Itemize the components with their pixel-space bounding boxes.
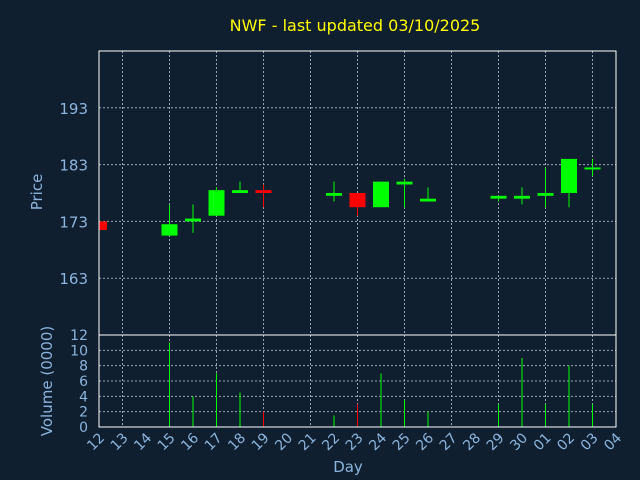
x-axis-label: Day <box>333 458 363 476</box>
volume-tick-label: 4 <box>79 389 88 405</box>
candle <box>373 181 389 208</box>
price-tick-label: 163 <box>59 270 88 288</box>
candles <box>98 158 601 236</box>
candle <box>232 181 248 193</box>
volume-plot-border <box>98 334 617 428</box>
price-tick-label: 183 <box>59 157 88 175</box>
price-y-ticks: 163 173 183 193 <box>59 100 88 288</box>
candle-body <box>373 181 389 208</box>
candle <box>584 158 601 176</box>
candle <box>326 181 342 202</box>
volume-tick-label: 0 <box>79 420 88 436</box>
candle-body <box>396 181 413 185</box>
candle <box>185 204 201 233</box>
candle-body <box>537 193 554 196</box>
volume-tick-label: 6 <box>79 374 88 390</box>
candle <box>98 221 107 230</box>
volume-tick-label: 8 <box>79 359 88 375</box>
volume-tick-label: 2 <box>79 405 88 421</box>
x-ticks: 12 13 14 15 16 17 18 19 20 21 22 23 24 25 26 27 28 29 30 01… <box>84 430 625 454</box>
volume-bars <box>169 342 593 427</box>
candle <box>537 167 554 208</box>
candle-body <box>326 193 342 196</box>
volume-axis-label: Volume (0000) <box>38 326 56 436</box>
candle <box>349 193 366 216</box>
price-axis-label: Price <box>28 174 46 211</box>
price-tick-label: 193 <box>59 100 88 118</box>
candle <box>420 187 436 202</box>
candle-body <box>232 190 248 193</box>
candle <box>208 187 225 216</box>
candle-body <box>185 218 201 222</box>
candle-body <box>584 167 601 170</box>
candle <box>161 204 178 236</box>
chart-title: NWF - last updated 03/10/2025 <box>230 16 481 35</box>
candle <box>255 184 272 208</box>
volume-tick-label: 12 <box>70 328 88 344</box>
candle-body <box>99 221 107 230</box>
candle-body <box>208 190 225 216</box>
candle-body <box>490 195 507 199</box>
candle-body <box>255 190 272 193</box>
candle <box>561 158 577 208</box>
candle <box>490 195 507 202</box>
candle <box>514 187 530 205</box>
candle-body <box>161 224 178 236</box>
candle-body <box>349 193 366 208</box>
candle-body <box>420 198 436 202</box>
price-tick-label: 173 <box>59 213 88 231</box>
candle <box>396 178 413 208</box>
candle-body <box>561 158 577 193</box>
volume-tick-label: 10 <box>70 343 88 359</box>
candle-body <box>514 195 530 199</box>
